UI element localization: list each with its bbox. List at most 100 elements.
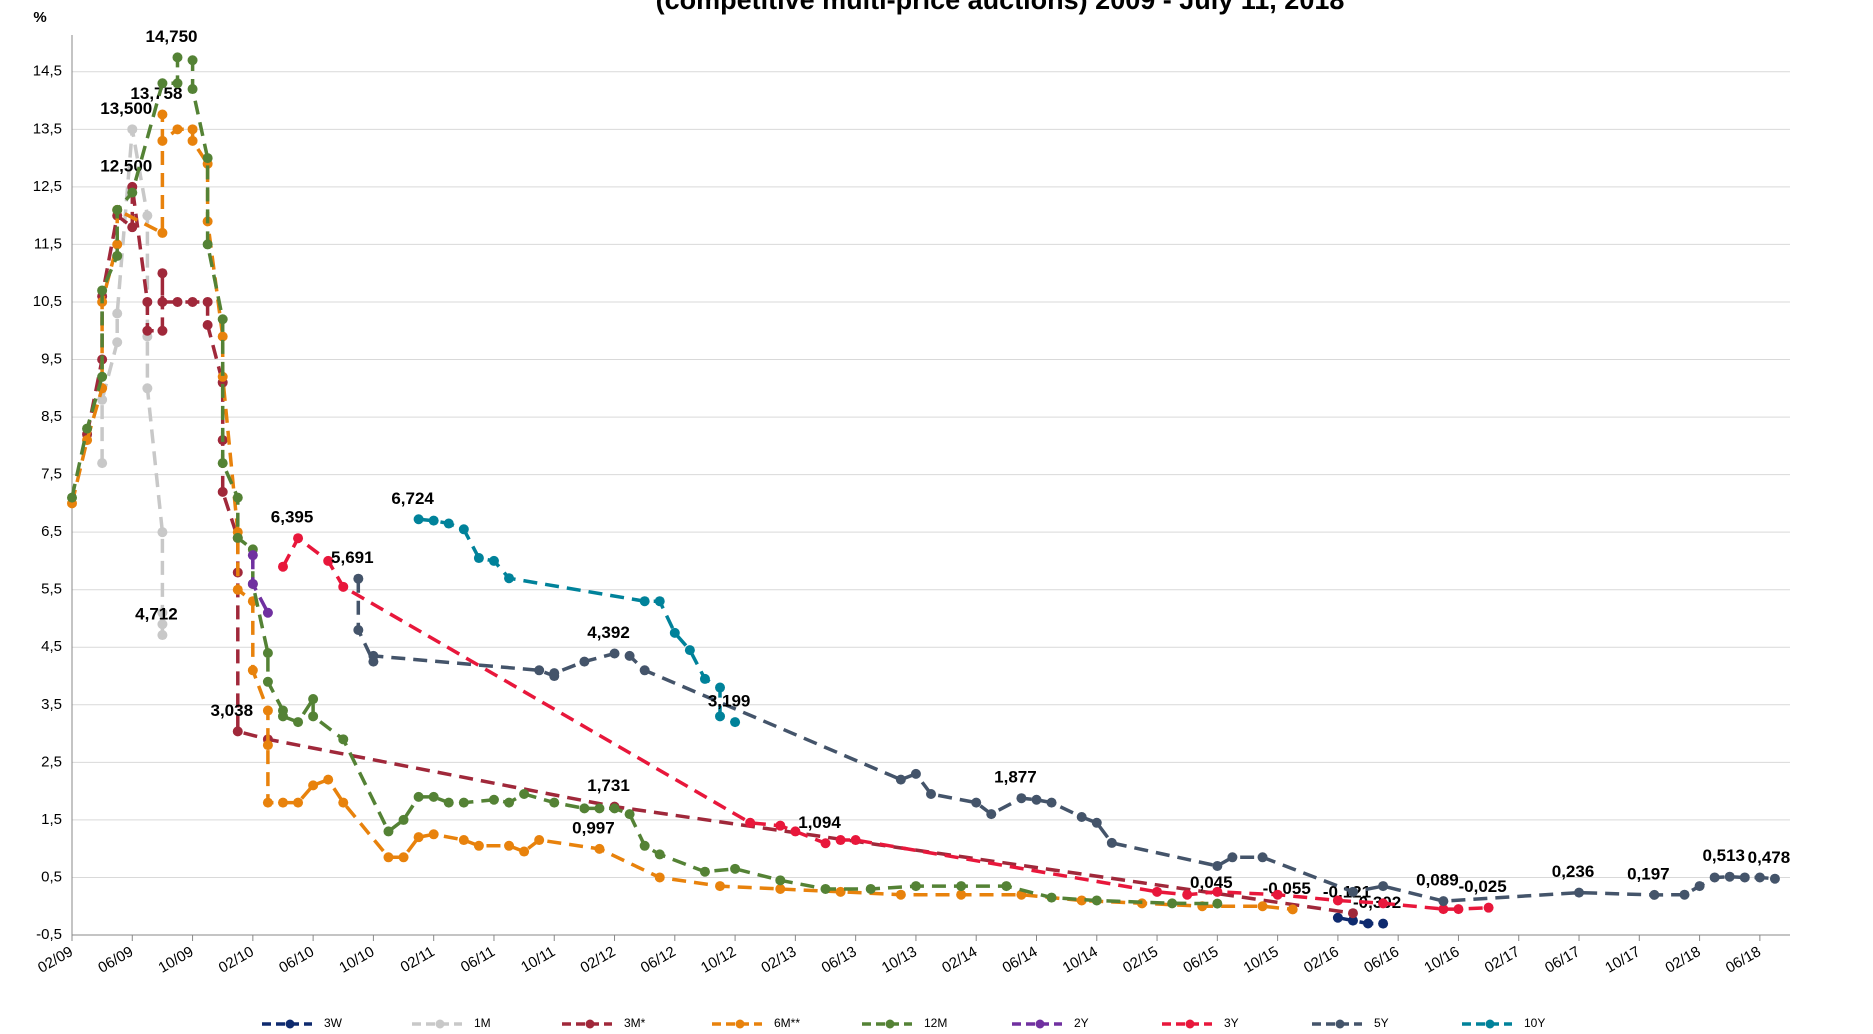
data-point: [669, 627, 680, 638]
x-tick-label: 02/12: [577, 943, 618, 976]
data-point: [594, 803, 605, 814]
data-point: [262, 797, 273, 808]
data-label: 6,395: [271, 508, 314, 527]
x-tick-label: 02/18: [1663, 943, 1704, 976]
data-point: [1212, 886, 1223, 897]
data-point: [1212, 860, 1223, 871]
data-point: [1182, 889, 1193, 900]
y-tick-label: 0,5: [41, 868, 62, 885]
data-point: [428, 515, 439, 526]
data-point: [986, 809, 997, 820]
legend-marker: [735, 1019, 745, 1029]
data-point: [353, 624, 364, 635]
data-point: [1076, 895, 1087, 906]
data-point: [458, 797, 469, 808]
data-point: [1709, 872, 1720, 883]
data-point: [383, 852, 394, 863]
data-point: [232, 492, 243, 503]
data-point: [413, 514, 424, 525]
data-point: [112, 204, 123, 215]
data-point: [443, 797, 454, 808]
data-point: [187, 135, 198, 146]
data-point: [202, 296, 213, 307]
data-point: [172, 78, 183, 89]
y-tick-label: 3,5: [41, 696, 62, 713]
x-tick-label: 10/16: [1421, 943, 1462, 976]
data-point: [1106, 837, 1117, 848]
y-axis-label: %: [33, 9, 46, 26]
data-point: [1347, 915, 1358, 926]
data-label: 0,089: [1416, 871, 1459, 890]
data-point: [775, 883, 786, 894]
data-label: 1,731: [587, 776, 630, 795]
x-tick-label: 06/09: [95, 943, 136, 976]
data-point: [217, 458, 228, 469]
data-point: [1438, 896, 1449, 907]
data-point: [519, 789, 530, 800]
data-label: 13,758: [130, 84, 182, 103]
series-line: [70, 55, 1218, 906]
legend-marker: [1335, 1019, 1345, 1029]
data-label: 4,392: [587, 623, 630, 642]
data-point: [910, 881, 921, 892]
x-tick-label: 10/14: [1060, 943, 1101, 976]
y-tick-label: 6,5: [41, 523, 62, 540]
legend-marker: [1035, 1019, 1045, 1029]
x-tick-label: 06/16: [1361, 943, 1402, 976]
data-point: [67, 492, 77, 503]
legend-marker: [885, 1019, 895, 1029]
legend-label: 10Y: [1524, 1016, 1545, 1030]
data-point: [1378, 898, 1389, 909]
series-line: [356, 578, 1776, 903]
data-point: [217, 314, 228, 325]
data-point: [1332, 895, 1343, 906]
x-tick-label: 10/15: [1241, 943, 1282, 976]
data-point: [579, 656, 590, 667]
data-label: 0,045: [1190, 873, 1233, 892]
legend-label: 3Y: [1224, 1016, 1239, 1030]
data-point: [1046, 892, 1057, 903]
x-tick-label: 02/11: [398, 943, 438, 976]
legend-label: 12M: [924, 1016, 947, 1030]
data-point: [187, 55, 198, 66]
data-point: [293, 797, 304, 808]
data-point: [715, 711, 726, 722]
data-point: [172, 124, 183, 135]
data-point: [549, 797, 560, 808]
data-label: 0,478: [1748, 848, 1791, 867]
data-point: [458, 524, 469, 535]
data-label: -0,025: [1458, 877, 1506, 896]
data-point: [1694, 881, 1705, 892]
legend-marker: [585, 1019, 595, 1029]
data-point: [594, 843, 605, 854]
y-tick-label: 11,5: [34, 235, 62, 252]
y-tick-label: 9,5: [41, 350, 62, 367]
data-point: [654, 849, 665, 860]
data-point: [1453, 904, 1464, 915]
data-point: [97, 394, 108, 405]
data-label: -0,302: [1353, 893, 1401, 912]
y-tick-label: 13,5: [33, 120, 62, 137]
data-point: [157, 135, 168, 146]
data-point: [1378, 881, 1389, 892]
data-label: 4,712: [135, 605, 178, 624]
data-point: [684, 645, 695, 656]
data-point: [1332, 912, 1343, 923]
data-point: [142, 296, 153, 307]
data-point: [1438, 904, 1449, 915]
data-point: [142, 383, 153, 394]
data-point: [353, 573, 364, 584]
data-point: [1363, 918, 1374, 929]
data-point: [157, 78, 168, 89]
data-point: [639, 840, 650, 851]
legend-label: 3W: [324, 1016, 343, 1030]
data-point: [97, 371, 108, 382]
data-point: [262, 740, 273, 751]
x-tick-label: 10/12: [698, 943, 739, 976]
legend-marker: [285, 1019, 295, 1029]
y-tick-label: 4,5: [41, 638, 62, 655]
y-tick-label: 7,5: [41, 466, 62, 483]
data-point: [835, 835, 846, 846]
data-point: [112, 250, 123, 261]
data-point: [488, 794, 499, 805]
